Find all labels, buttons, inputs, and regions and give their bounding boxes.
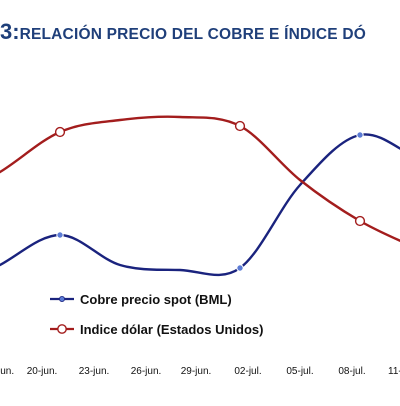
data-point [56,231,64,239]
legend-label-indice-dolar: Indice dólar (Estados Unidos) [80,322,263,337]
legend: Cobre precio spot (BML) Indice dólar (Es… [50,292,263,337]
data-point [356,131,364,139]
legend-item-indice-dolar: Indice dólar (Estados Unidos) [50,322,263,337]
chart-title-number: 3: [0,19,20,43]
series-line [0,115,400,243]
marker-layer [54,120,366,272]
data-point [54,126,66,138]
x-tick: 02-jul. [234,366,261,377]
series-line [0,133,400,277]
data-point [354,215,366,227]
data-point [234,120,246,132]
x-tick: 05-jul. [286,366,313,377]
legend-label-cobre: Cobre precio spot (BML) [80,292,232,307]
x-axis: jun. 20-jun. 23-jun. 26-jun. 29-jun. 02-… [0,366,400,377]
x-tick: 08-jul. [338,366,365,377]
x-tick: 11- [388,366,400,377]
x-tick: 29-jun. [181,366,212,377]
data-point [236,264,244,272]
legend-marker-cobre [59,295,66,302]
chart-title-text: RELACIÓN PRECIO DEL COBRE E ÍNDICE DÓ [19,26,366,43]
x-tick: 20-jun. [27,366,58,377]
legend-item-cobre: Cobre precio spot (BML) [50,292,232,307]
x-tick: 23-jun. [79,366,110,377]
x-tick: 26-jun. [131,366,162,377]
series-layer [0,115,400,277]
x-tick: jun. [0,366,14,377]
chart-title: 3:RELACIÓN PRECIO DEL COBRE E ÍNDICE DÓ [0,19,400,43]
legend-marker-indice-dolar [57,324,67,334]
